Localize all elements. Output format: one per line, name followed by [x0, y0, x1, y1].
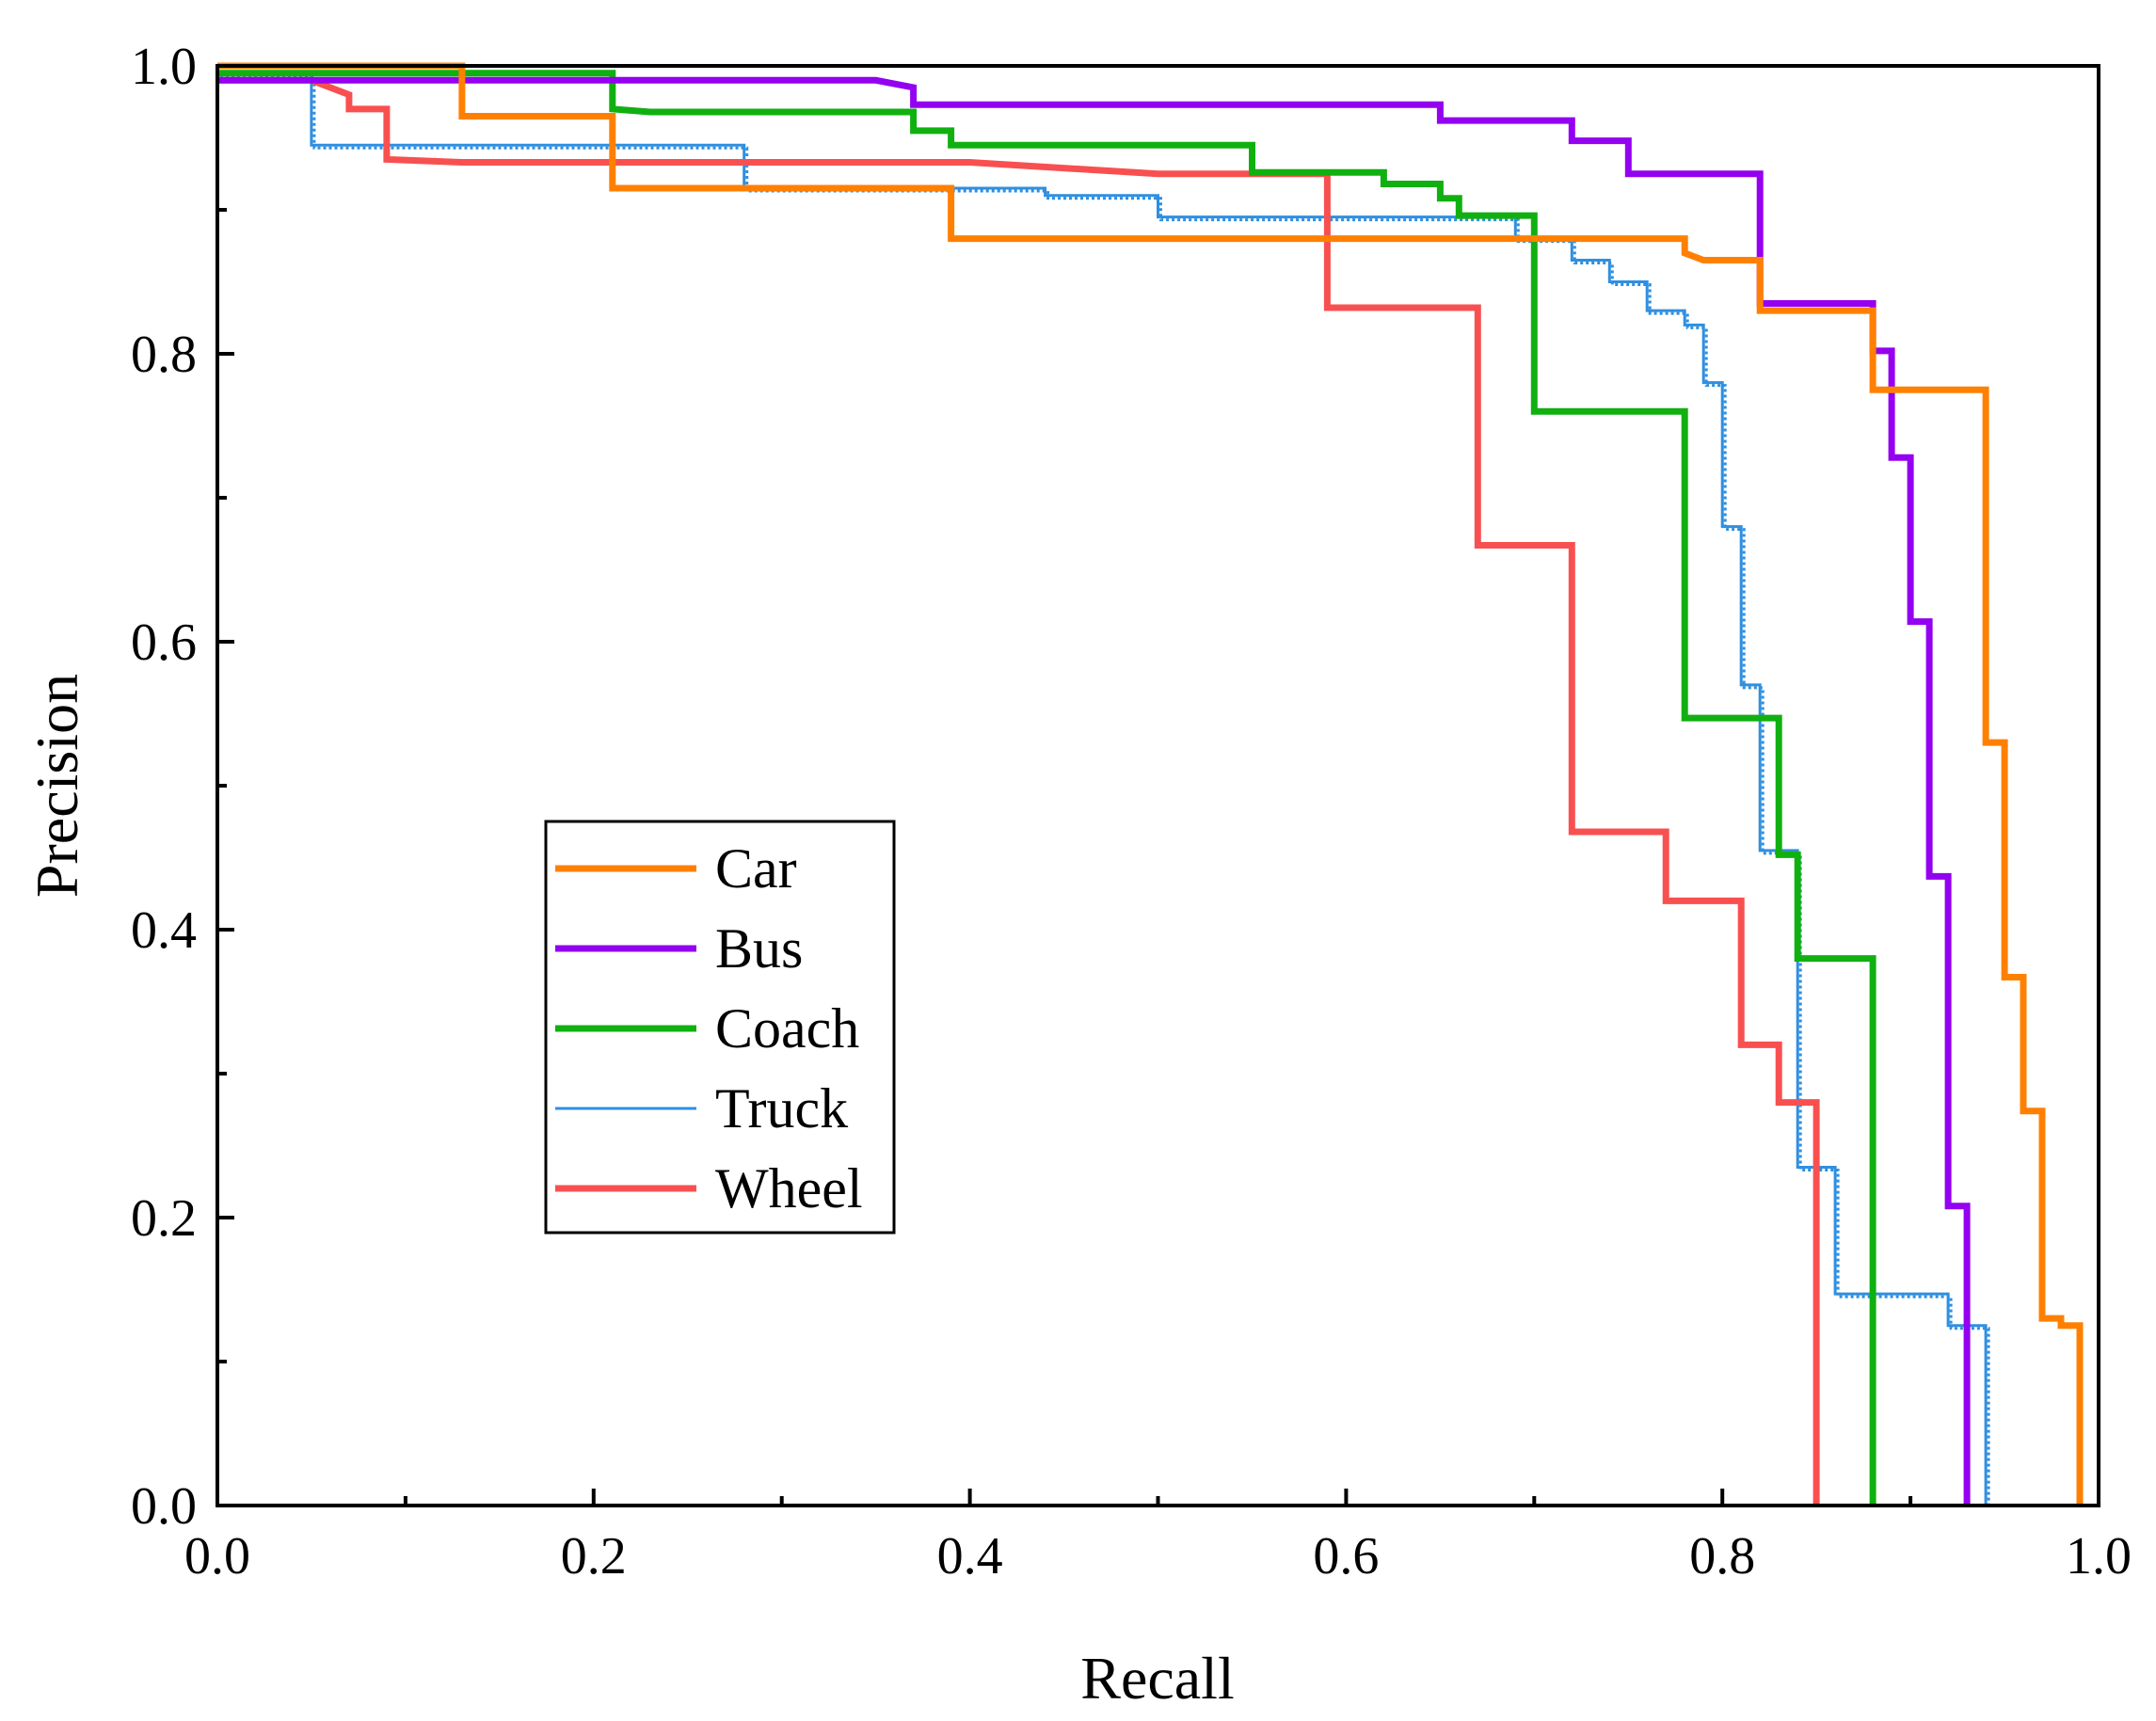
y-tick-label: 0.8 — [131, 326, 197, 384]
y-tick-label: 0.4 — [131, 901, 197, 960]
x-tick-label: 0.2 — [561, 1527, 627, 1586]
x-tick-label: 0.4 — [937, 1527, 1003, 1586]
series-layer — [217, 62, 2084, 1508]
legend-label-coach: Coach — [715, 997, 859, 1060]
x-tick-label: 0.0 — [184, 1527, 250, 1586]
x-tick-label: 0.8 — [1689, 1527, 1755, 1586]
legend: Car Bus Coach Truck Wheel — [544, 820, 896, 1235]
series-line-truck — [217, 72, 1988, 1506]
x-tick-label: 0.6 — [1313, 1527, 1379, 1586]
series-line-car — [217, 62, 2084, 1506]
y-tick-label: 0.6 — [131, 614, 197, 672]
x-tick-label: 1.0 — [2066, 1527, 2132, 1586]
series-line-wheel — [217, 76, 1820, 1506]
legend-label-car: Car — [715, 837, 797, 900]
plot-area-border-top — [216, 64, 2100, 1507]
x-axis-title: Recall — [1080, 1645, 1234, 1712]
y-tick-labels: 0.0 0.2 0.4 0.6 0.8 1.0 — [131, 38, 197, 1536]
legend-items: Car Bus Coach Truck Wheel — [555, 837, 863, 1219]
series-line-coach — [217, 70, 1877, 1506]
y-tick-label: 0.2 — [131, 1189, 197, 1248]
legend-label-wheel: Wheel — [715, 1157, 863, 1219]
y-tick-label: 0.0 — [131, 1477, 197, 1536]
x-tick-labels: 0.0 0.2 0.4 0.6 0.8 1.0 — [184, 1527, 2132, 1586]
y-axis-title: Precision — [24, 674, 90, 898]
legend-label-bus: Bus — [715, 917, 803, 980]
legend-label-truck: Truck — [715, 1077, 848, 1139]
y-tick-label: 1.0 — [131, 38, 197, 96]
